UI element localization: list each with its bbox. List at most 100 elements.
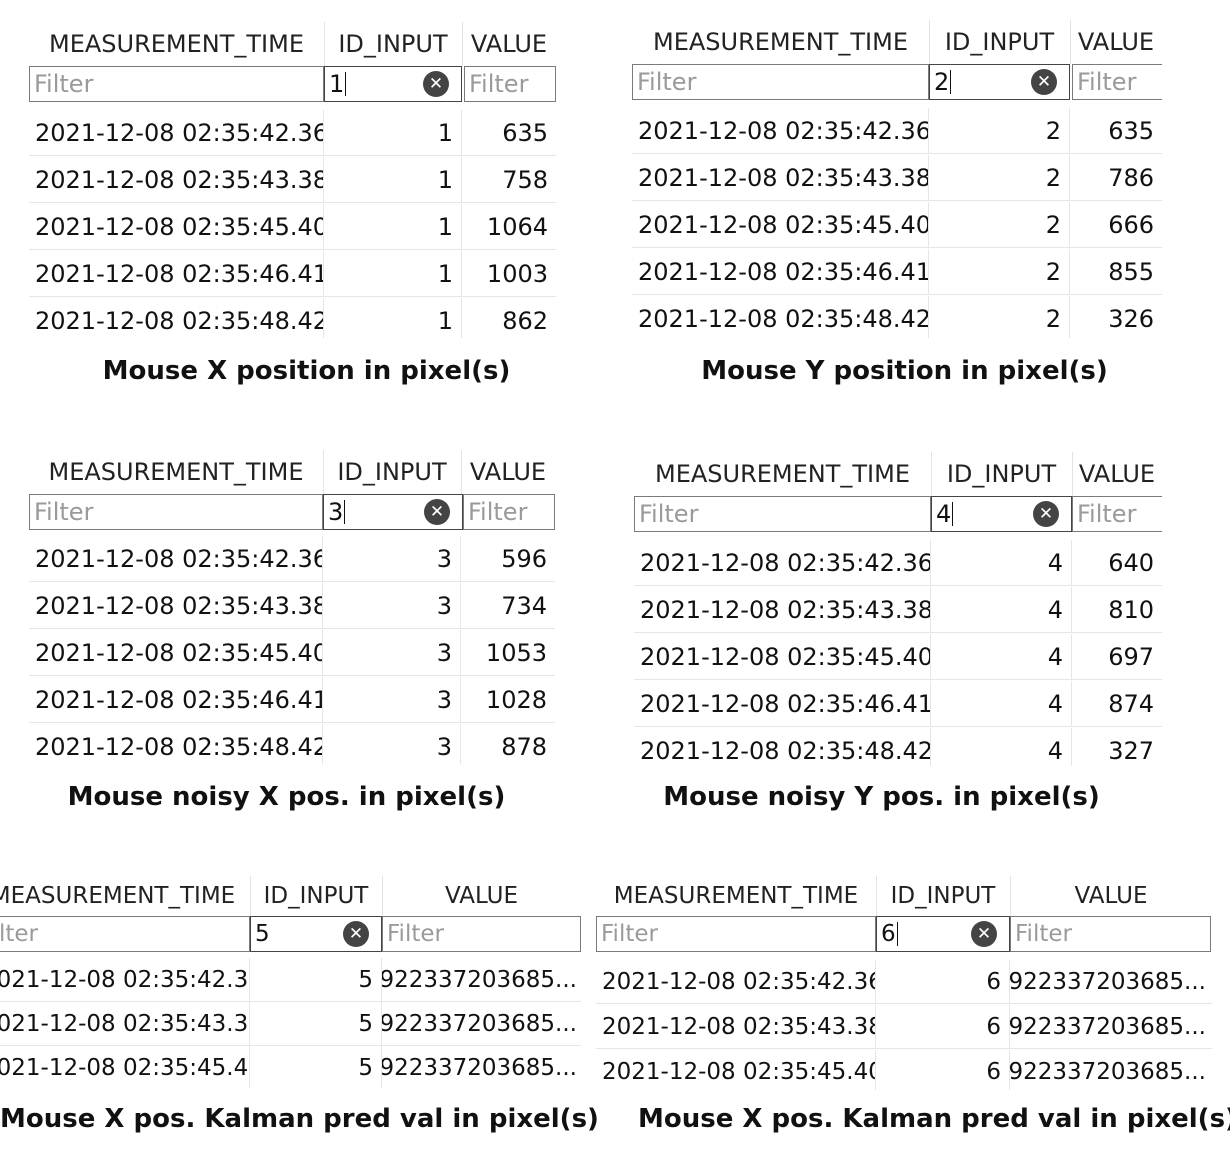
table-row[interactable]: 2021-12-08 02:35:42.369 3 596 bbox=[29, 536, 557, 582]
clear-filter-icon[interactable]: ✕ bbox=[424, 499, 450, 525]
table-panel-5: MEASUREMENT_TIME ID_INPUT VALUE Filter 5… bbox=[0, 876, 581, 1088]
text-caret bbox=[896, 922, 898, 946]
cell-time: 2021-12-08 02:35:45.407 bbox=[632, 202, 929, 248]
cell-id: 2 bbox=[929, 202, 1070, 248]
filter-row: Filter 6 ✕ Filter bbox=[596, 916, 1212, 952]
column-header-id-input[interactable]: ID_INPUT bbox=[250, 876, 383, 916]
table-row[interactable]: 2021-12-08 02:35:43.384 4 810 bbox=[634, 587, 1162, 633]
table-row[interactable]: 2021-12-08 02:35:43.3845-922337203685... bbox=[0, 1002, 581, 1046]
column-header-id-input[interactable]: ID_INPUT bbox=[929, 20, 1071, 64]
cell-value: 734 bbox=[461, 583, 555, 629]
filter-input-id[interactable]: 4 ✕ bbox=[931, 496, 1072, 532]
cell-time: 2021-12-08 02:35:42.369 bbox=[596, 960, 876, 1004]
cell-id: 4 bbox=[931, 634, 1072, 680]
cell-time: 2021-12-08 02:35:43.384 bbox=[634, 587, 931, 633]
cell-id: 6 bbox=[876, 960, 1010, 1004]
table-row[interactable]: 2021-12-08 02:35:46.418 1 1003 bbox=[29, 251, 559, 297]
table-row[interactable]: 2021-12-08 02:35:45.4075-922337203685... bbox=[0, 1046, 581, 1088]
filter-row: Filter 2 ✕ Filter bbox=[632, 64, 1162, 100]
column-header-id-input[interactable]: ID_INPUT bbox=[931, 452, 1073, 496]
cell-value: 635 bbox=[462, 110, 556, 156]
table-row[interactable]: 2021-12-08 02:35:45.407 2 666 bbox=[632, 202, 1162, 248]
cell-id: 3 bbox=[323, 583, 461, 629]
cell-id: 3 bbox=[323, 677, 461, 723]
clear-filter-icon[interactable]: ✕ bbox=[1031, 69, 1057, 95]
table-row[interactable]: 2021-12-08 02:35:48.422 3 878 bbox=[29, 724, 557, 764]
table-panel-4: MEASUREMENT_TIME ID_INPUT VALUE Filter 4… bbox=[634, 452, 1162, 766]
table-row[interactable]: 2021-12-08 02:35:48.422 4 327 bbox=[634, 728, 1162, 766]
column-header-value[interactable]: VALUE bbox=[1078, 460, 1156, 488]
filter-input-time[interactable]: Filter bbox=[29, 66, 324, 102]
table-row[interactable]: 2021-12-08 02:35:45.407 4 697 bbox=[634, 634, 1162, 680]
column-header-id-input[interactable]: ID_INPUT bbox=[323, 450, 462, 494]
table-row[interactable]: 2021-12-08 02:35:42.369 2 635 bbox=[632, 108, 1162, 154]
table-row[interactable]: 2021-12-08 02:35:42.3695-922337203685... bbox=[0, 958, 581, 1002]
filter-input-time[interactable]: Filter bbox=[596, 916, 876, 952]
table-row[interactable]: 2021-12-08 02:35:46.418 2 855 bbox=[632, 249, 1162, 295]
filter-input-value[interactable]: Filter bbox=[463, 494, 555, 530]
column-header-value[interactable]: VALUE bbox=[1077, 28, 1155, 56]
filter-input-id[interactable]: 6 ✕ bbox=[876, 916, 1010, 952]
column-header-measurement-time[interactable]: MEASUREMENT_TIME bbox=[29, 22, 325, 66]
table-row[interactable]: 2021-12-08 02:35:42.369 1 635 bbox=[29, 110, 559, 156]
cell-time: 2021-12-08 02:35:45.407 bbox=[29, 204, 324, 250]
filter-input-id[interactable]: 5 ✕ bbox=[250, 916, 382, 952]
filter-input-time[interactable]: Filter bbox=[632, 64, 929, 100]
clear-filter-icon[interactable]: ✕ bbox=[971, 921, 997, 947]
cell-value: 862 bbox=[462, 298, 556, 338]
table-caption-4: Mouse noisy Y pos. in pixel(s) bbox=[663, 782, 1100, 812]
table-row[interactable]: 2021-12-08 02:35:48.422 1 862 bbox=[29, 298, 559, 338]
cell-time: 2021-12-08 02:35:46.418 bbox=[29, 677, 323, 723]
table-row[interactable]: 2021-12-08 02:35:45.407 6 -922337203685... bbox=[596, 1050, 1212, 1090]
cell-time: 2021-12-08 02:35:42.369 bbox=[634, 540, 931, 586]
text-caret bbox=[950, 70, 952, 94]
column-header-id-input[interactable]: ID_INPUT bbox=[876, 876, 1011, 916]
filter-input-value[interactable]: Filter bbox=[464, 66, 556, 102]
filter-input-id[interactable]: 1 ✕ bbox=[324, 66, 462, 102]
filter-input-time[interactable]: Filter bbox=[29, 494, 323, 530]
cell-id: 4 bbox=[931, 540, 1072, 586]
column-header-measurement-time[interactable]: MEASUREMENT_TIME bbox=[632, 20, 930, 64]
cell-time: 2021-12-08 02:35:45.407 bbox=[596, 1050, 876, 1090]
column-header-value[interactable]: VALUE bbox=[444, 883, 519, 909]
column-header-measurement-time[interactable]: MEASUREMENT_TIME bbox=[596, 876, 877, 916]
filter-input-time[interactable]: Filter bbox=[0, 916, 250, 952]
table-row[interactable]: 2021-12-08 02:35:43.384 1 758 bbox=[29, 157, 559, 203]
column-header-measurement-time[interactable]: MEASUREMENT_TIME bbox=[0, 876, 251, 916]
table-row[interactable]: 2021-12-08 02:35:43.384 3 734 bbox=[29, 583, 557, 629]
cell-time: 2021-12-08 02:35:43.384 bbox=[0, 1002, 250, 1046]
column-header-measurement-time[interactable]: MEASUREMENT_TIME bbox=[634, 452, 932, 496]
column-header-value[interactable]: VALUE bbox=[1074, 883, 1148, 909]
table-row[interactable]: 2021-12-08 02:35:46.418 3 1028 bbox=[29, 677, 557, 723]
table-row[interactable]: 2021-12-08 02:35:42.369 4 640 bbox=[634, 540, 1162, 586]
clear-filter-icon[interactable]: ✕ bbox=[1033, 501, 1059, 527]
filter-input-value[interactable]: Filter bbox=[382, 916, 581, 952]
filter-input-value[interactable]: Filter bbox=[1010, 916, 1211, 952]
filter-input-value[interactable]: Filter bbox=[1072, 64, 1162, 100]
filter-input-id[interactable]: 2 ✕ bbox=[929, 64, 1070, 100]
clear-filter-icon[interactable]: ✕ bbox=[423, 71, 449, 97]
filter-input-value[interactable]: Filter bbox=[1072, 496, 1162, 532]
filter-row: Filter 3 ✕ Filter bbox=[29, 494, 557, 530]
text-caret bbox=[952, 502, 954, 526]
cell-time: 2021-12-08 02:35:42.369 bbox=[632, 108, 929, 154]
table-row[interactable]: 2021-12-08 02:35:42.369 6 -922337203685... bbox=[596, 960, 1212, 1004]
table-row[interactable]: 2021-12-08 02:35:45.407 1 1064 bbox=[29, 204, 559, 250]
cell-value: 758 bbox=[462, 157, 556, 203]
table-row[interactable]: 2021-12-08 02:35:43.384 6 -922337203685... bbox=[596, 1005, 1212, 1049]
filter-input-time[interactable]: Filter bbox=[634, 496, 931, 532]
table-caption-3: Mouse noisy X pos. in pixel(s) bbox=[67, 782, 506, 812]
table-row[interactable]: 2021-12-08 02:35:48.422 2 326 bbox=[632, 296, 1162, 338]
column-header-value[interactable]: VALUE bbox=[470, 30, 548, 58]
column-header-value[interactable]: VALUE bbox=[469, 458, 547, 486]
table-row[interactable]: 2021-12-08 02:35:45.407 3 1053 bbox=[29, 630, 557, 676]
column-header-id-input[interactable]: ID_INPUT bbox=[324, 22, 463, 66]
filter-input-id[interactable]: 3 ✕ bbox=[323, 494, 463, 530]
table-row[interactable]: 2021-12-08 02:35:46.418 4 874 bbox=[634, 681, 1162, 727]
cell-id: 2 bbox=[929, 296, 1070, 338]
column-header-measurement-time[interactable]: MEASUREMENT_TIME bbox=[29, 450, 324, 494]
clear-filter-icon[interactable]: ✕ bbox=[343, 921, 369, 947]
table-row[interactable]: 2021-12-08 02:35:43.384 2 786 bbox=[632, 155, 1162, 201]
cell-time: 2021-12-08 02:35:43.384 bbox=[29, 583, 323, 629]
cell-time: 2021-12-08 02:35:42.369 bbox=[29, 110, 324, 156]
